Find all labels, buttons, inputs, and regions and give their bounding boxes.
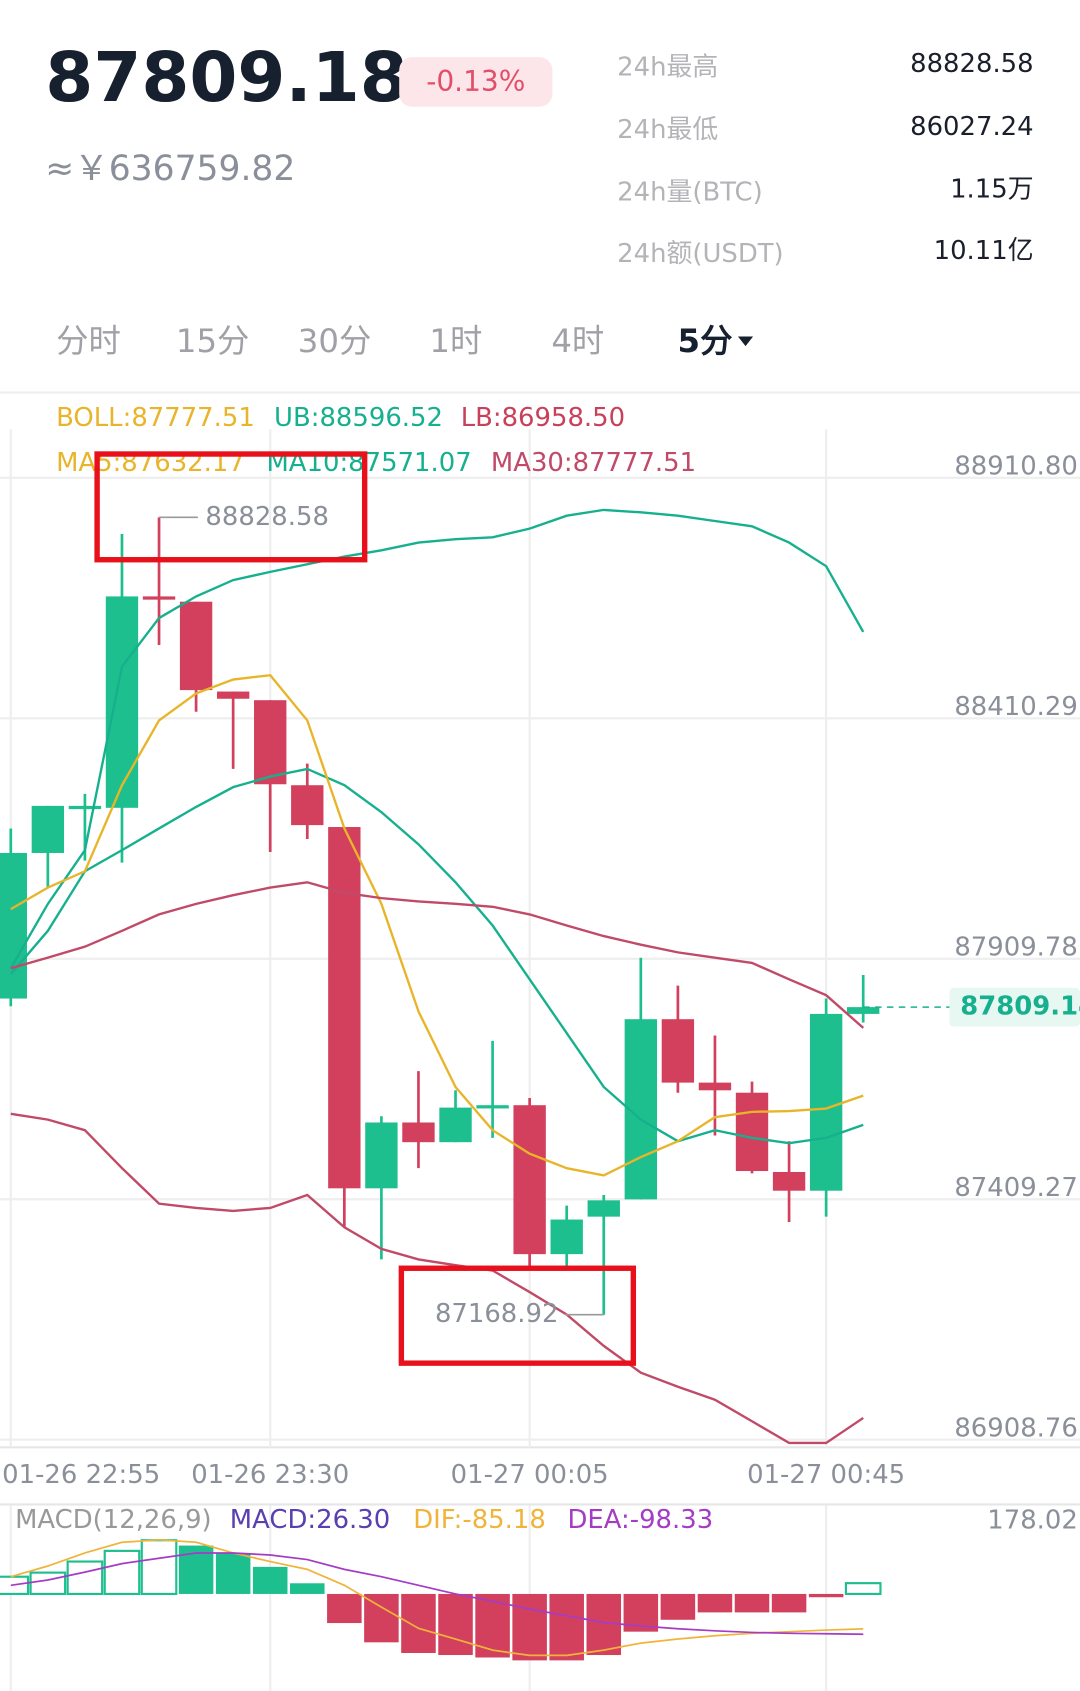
y-tick-label: 87409.27 <box>954 1173 1077 1203</box>
macd-bar <box>364 1593 399 1643</box>
tab: 1时 <box>429 322 482 360</box>
macd-legend: DEA:-98.33 <box>568 1505 714 1535</box>
tab: 5分 <box>678 322 733 360</box>
x-tick-label: 01-27 00:45 <box>747 1460 905 1490</box>
y-tick-label: 88410.29 <box>954 692 1077 722</box>
candle-body <box>476 1105 509 1109</box>
y-tick-label: 86908.76 <box>954 1413 1077 1443</box>
candle-body <box>587 1200 620 1217</box>
indicator-legend: UB:88596.52 <box>274 403 443 433</box>
macd-bar <box>401 1593 436 1653</box>
macd-bar <box>808 1593 844 1598</box>
macd-bar <box>844 1582 882 1596</box>
highlight-box <box>94 451 368 563</box>
candle-body <box>402 1122 435 1143</box>
indicator-line <box>10 673 864 1177</box>
change-badge <box>399 57 553 107</box>
candle-body <box>698 1082 732 1091</box>
candle-body <box>513 1105 546 1255</box>
stat-label: 24h量(BTC) <box>617 178 763 208</box>
low-label: 87168.92 <box>435 1299 558 1329</box>
stat-label: 24h最高 <box>617 52 718 82</box>
macd-bar <box>215 1552 251 1594</box>
macd-bar <box>252 1566 288 1594</box>
indicator-legend: LB:86958.50 <box>461 403 625 433</box>
candle-body <box>179 601 213 691</box>
candle-body <box>31 805 65 853</box>
macd-legend: DIF:-85.18 <box>413 1505 546 1535</box>
candle-body <box>809 1013 843 1191</box>
candle-body <box>0 852 27 999</box>
x-tick-label: 01-26 23:30 <box>191 1460 349 1490</box>
indicator-line <box>10 881 865 1029</box>
plot: 24h最高 88828.58 24h最低 86027.24 24h量(BTC) 1.15万… <box>0 49 1080 1691</box>
stat-value: 1.15万 <box>950 174 1034 204</box>
candle-body <box>772 1171 806 1191</box>
candle-body <box>105 596 139 808</box>
indicator-line <box>9 767 864 1145</box>
x-tick-label: 01-26 22:55 <box>2 1460 160 1490</box>
candle-body <box>216 691 250 699</box>
macd-line <box>10 1552 864 1636</box>
price: 87809.18 <box>45 38 407 118</box>
candle-body <box>847 1007 880 1014</box>
candle-body <box>365 1122 398 1189</box>
indicator-line <box>10 1112 864 1445</box>
high-label: 88828.58 <box>205 502 328 532</box>
macd-bar <box>290 1583 325 1594</box>
macd-legend: MACD(12,26,9) <box>15 1505 212 1535</box>
stat-value: 88828.58 <box>910 49 1033 79</box>
candle-body <box>661 1019 695 1083</box>
candle-body <box>254 700 287 785</box>
change: -0.13% <box>426 65 525 98</box>
candle-body <box>735 1092 769 1172</box>
macd-bar <box>549 1593 584 1661</box>
y-tick-label: 88910.80 <box>954 452 1077 482</box>
macd-bar <box>327 1593 362 1624</box>
stat-label: 24h最低 <box>617 115 718 145</box>
macd-bar <box>771 1593 807 1613</box>
tab: 30分 <box>298 322 372 360</box>
annotations <box>94 451 637 1366</box>
x-tick-label: 01-27 00:05 <box>451 1460 609 1490</box>
tab: 4时 <box>551 322 604 360</box>
macd-legend: MACD:26.30 <box>230 1505 390 1535</box>
current-price: 87809.14 <box>960 992 1080 1022</box>
candle-body <box>68 805 102 810</box>
candle-body <box>550 1219 583 1255</box>
candle-body <box>291 785 324 826</box>
macd-line <box>10 1538 864 1657</box>
stat-value: 86027.24 <box>910 112 1033 142</box>
indicator-legend: BOLL:87777.51 <box>56 403 255 433</box>
macd-bar <box>660 1593 696 1620</box>
tab: 分时 <box>56 322 121 360</box>
y-tick-label: 87909.78 <box>954 932 1077 962</box>
candle-body <box>328 827 361 1189</box>
highlight-box <box>398 1265 637 1366</box>
cny-price: ≈￥636759.82 <box>45 149 295 189</box>
y-tick-label: 178.02 <box>987 1505 1078 1535</box>
candle-body <box>142 596 176 600</box>
macd-bar <box>734 1593 770 1613</box>
macd-bar <box>438 1593 473 1656</box>
macd-bar <box>512 1593 547 1661</box>
candle-body <box>439 1107 472 1143</box>
macd-bar <box>66 1560 104 1596</box>
macd-bar <box>103 1549 141 1596</box>
macd-bar <box>29 1571 67 1596</box>
dropdown-arrow <box>737 336 754 347</box>
indicator-legend: MA30:87777.51 <box>491 448 696 478</box>
stat-value: 10.11亿 <box>934 236 1034 266</box>
current-price-tag <box>949 987 1080 1027</box>
macd-bar <box>697 1593 733 1613</box>
macd-bar <box>140 1539 178 1596</box>
stat-label: 24h额(USDT) <box>617 239 784 269</box>
tab: 15分 <box>176 322 250 360</box>
indicator-line <box>9 508 865 969</box>
